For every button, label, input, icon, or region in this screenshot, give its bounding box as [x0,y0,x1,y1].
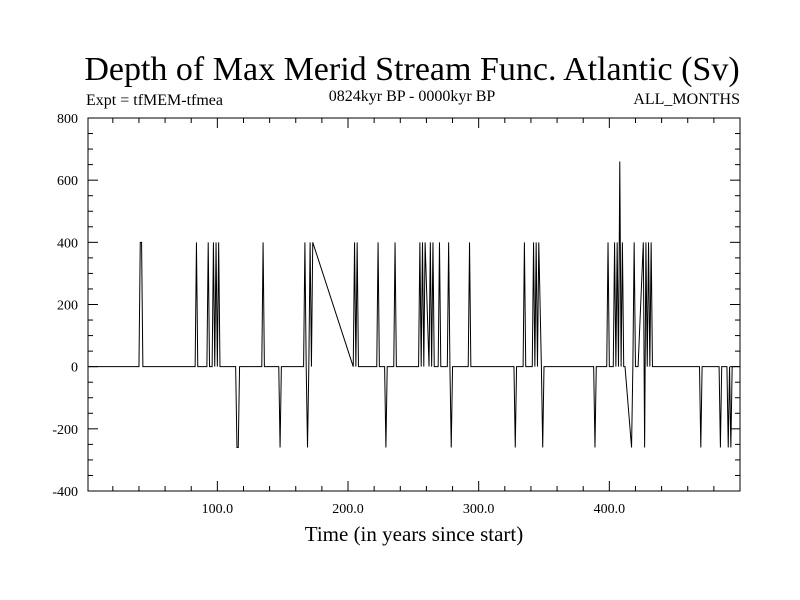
plot-frame [87,117,741,492]
x-tick-label: 200.0 [332,502,364,517]
chart-subtitle-right: ALL_MONTHS [633,91,740,108]
chart-subtitle-center: 0824kyr BP - 0000kyr BP [329,88,496,105]
tick-labels: -400 -200 0 200 400 600 800 100.0 200.0 300.0 400.… [52,112,625,517]
y-tick-label: -200 [52,423,78,438]
axis-ticks [88,117,740,492]
y-tick-label: 400 [57,236,78,251]
y-tick-label: 0 [71,361,78,376]
chart-title: Depth of Max Merid Stream Func. Atlantic… [84,51,739,88]
chart-subtitle-left: Expt = tfMEM-tfmea [86,92,223,109]
x-tick-label: 300.0 [463,502,495,517]
y-tick-label: -400 [52,485,78,500]
series-line [88,161,740,448]
x-tick-label: 100.0 [202,502,234,517]
x-axis-label: Time (in years since start) [305,522,524,546]
y-tick-label: 600 [57,174,78,189]
y-tick-label: 200 [57,299,78,314]
y-tick-label: 800 [57,112,78,127]
x-tick-label: 400.0 [594,502,626,517]
